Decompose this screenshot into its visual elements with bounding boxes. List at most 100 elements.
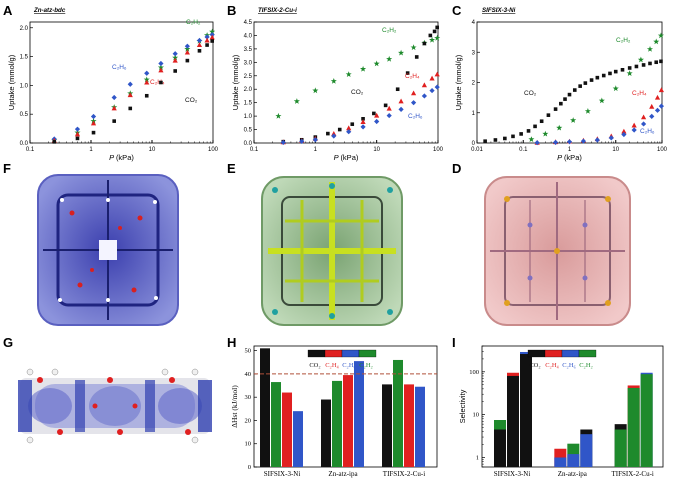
data-point-c2h6 (299, 138, 305, 144)
data-point-co2 (608, 71, 612, 76)
y-tick-label: 10 (473, 412, 480, 419)
y-tick-label: 1.0 (244, 114, 253, 120)
sample-label-box (257, 5, 321, 14)
sample-label-box (33, 5, 85, 14)
data-point-co2 (91, 130, 96, 135)
bar-c2h4-zn-atz-ipa (343, 375, 353, 467)
data-point-co2 (634, 64, 639, 69)
series-c2h2 (51, 28, 216, 143)
series-label-c2h4: C₂H₄ (150, 79, 165, 86)
data-point-co2 (414, 55, 419, 59)
legend-swatch-c2h4 (324, 349, 343, 358)
series-label-co2: CO₂ (351, 89, 364, 96)
bar-co2-tifsix-2-cu-i (382, 384, 392, 467)
series-label-co2: CO₂ (524, 90, 537, 97)
y-tick-label: 2 (472, 81, 476, 87)
data-point-co2 (503, 136, 507, 141)
data-point-co2 (383, 103, 388, 108)
y-tick-label: 30 (245, 394, 252, 401)
y-axis-title: Selectivity (458, 389, 467, 423)
data-point-c2h6 (608, 135, 614, 141)
series-c2h4 (280, 71, 440, 145)
data-point-c2h4 (658, 87, 664, 93)
sample-label: SIFSIX-3-Ni (482, 7, 516, 14)
data-point-c2h2 (143, 76, 150, 83)
y-tick-label: 4.0 (244, 33, 253, 39)
series-c2h6 (534, 103, 664, 146)
y-tick-label: 10 (245, 441, 252, 448)
data-point-c2h4 (386, 105, 392, 111)
data-point-co2 (627, 66, 632, 70)
data-point-c2h2 (360, 65, 367, 72)
x-tick-label: 0.01 (471, 147, 483, 153)
data-point-co2 (361, 117, 365, 121)
series-label-c2h4: C₂H₄ (632, 90, 647, 97)
y-tick-label: 1.5 (20, 55, 29, 61)
data-point-c2h6 (144, 70, 150, 76)
data-point-co2 (112, 119, 116, 123)
data-point-c2h6 (184, 43, 190, 49)
data-point-c2h4 (346, 125, 352, 131)
data-point-c2h6 (621, 131, 627, 138)
data-point-co2 (654, 60, 659, 65)
x-tick-label: 1 (568, 147, 572, 153)
series-label-c2h6: C₂H₆ (408, 113, 423, 120)
panel-letter-e: E (227, 161, 236, 176)
panel-letter-d: D (452, 161, 461, 176)
panel-letter-h: H (227, 335, 236, 350)
data-point-co2 (210, 39, 214, 43)
data-point-co2 (641, 63, 646, 67)
data-point-co2 (578, 84, 582, 88)
data-point-c2h6 (204, 34, 210, 40)
data-point-c2h6 (346, 129, 352, 135)
series-co2 (52, 39, 214, 144)
data-point-c2h4 (410, 90, 417, 96)
data-point-co2 (75, 136, 80, 141)
data-point-c2h6 (90, 113, 97, 120)
structure-image-zn-atz-bdc (37, 174, 179, 326)
data-point-c2h4 (209, 34, 215, 40)
structure-image-sifsix-3-ni (484, 176, 631, 326)
data-point-c2h4 (429, 75, 435, 81)
series-label-c2h4: C₂H₄ (405, 73, 420, 80)
y-tick-label: 3 (472, 50, 476, 56)
data-point-co2 (350, 122, 355, 126)
data-point-c2h6 (360, 124, 366, 130)
data-point-c2h2 (386, 55, 393, 62)
data-point-c2h6 (649, 113, 655, 119)
data-point-co2 (493, 138, 498, 142)
legend-swatch-c2h4 (544, 349, 563, 358)
data-point-c2h6 (74, 126, 81, 132)
data-point-c2h6 (534, 140, 540, 146)
series-label-c2h6: C₂H₆ (112, 64, 127, 71)
data-point-c2h2 (556, 124, 563, 131)
data-point-co2 (428, 33, 433, 38)
structure-image-tifsix-2-cu-i (261, 176, 403, 326)
y-axis-title: Uptake (mmol/g) (454, 54, 463, 110)
bar-co2-sifsix-3-ni (520, 354, 532, 467)
bar-c2h2-zn-atz-ipa (332, 380, 342, 467)
data-point-co2 (589, 78, 594, 82)
data-point-c2h2 (410, 44, 417, 51)
data-point-co2 (620, 67, 625, 72)
data-point-c2h2 (312, 87, 319, 94)
y-tick-label: 20 (245, 417, 252, 424)
data-point-c2h6 (312, 137, 318, 143)
bar-c2h6-tifsix-2-cu-i (415, 386, 425, 467)
y-tick-label: 3.0 (244, 60, 253, 66)
data-point-c2h6 (658, 103, 664, 109)
data-point-c2h4 (90, 120, 97, 126)
series-label-c2h2: C₂H₂ (382, 27, 397, 34)
series-co2 (483, 59, 663, 143)
y-tick-label: 2.0 (244, 87, 253, 93)
bar-co2-sifsix-3-ni (507, 375, 519, 467)
data-point-co2 (159, 80, 163, 85)
legend-label-c2h2: C₂H₂ (579, 362, 593, 369)
data-point-c2h6 (410, 100, 417, 106)
sample-label-box (481, 5, 543, 14)
y-tick-label: 2.5 (244, 74, 253, 80)
y-tick-label: 0.0 (244, 141, 253, 147)
y-tick-label: 40 (245, 371, 252, 378)
data-point-c2h2 (528, 136, 535, 142)
